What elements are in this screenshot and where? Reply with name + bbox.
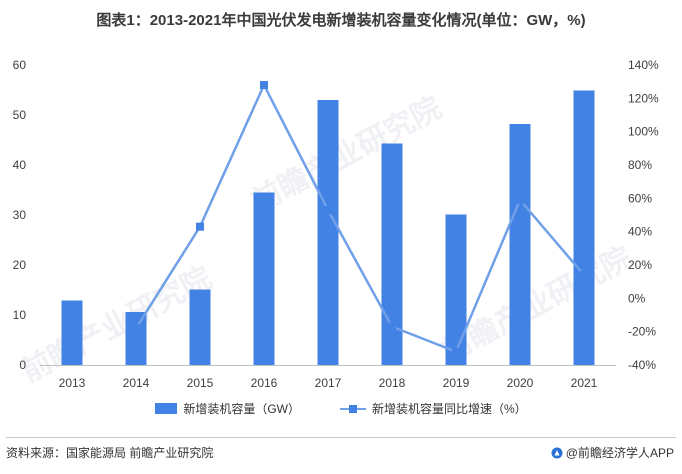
y-right-tick-140pct: 140% [628, 58, 659, 72]
x-tick-2020: 2020 [507, 376, 534, 390]
legend-bar-label: 新增装机容量（GW） [183, 402, 300, 416]
growth-marker-2021 [580, 271, 588, 279]
brand: @前瞻经济学人APP [551, 444, 674, 461]
y-left-tick-30: 30 [13, 208, 27, 222]
x-tick-2018: 2018 [379, 376, 406, 390]
y-right-tick-120pct: 120% [628, 91, 659, 105]
legend: 新增装机容量（GW） 新增装机容量同比增速（%） [0, 400, 682, 417]
footer-divider [6, 437, 676, 438]
y-left-tick-0: 0 [19, 358, 26, 372]
y-left-tick-40: 40 [13, 158, 27, 172]
y-right-tick--20pct: -20% [628, 325, 656, 339]
bar-2016 [253, 192, 275, 365]
legend-bar-swatch [155, 403, 178, 414]
legend-line-swatch [340, 403, 366, 415]
growth-marker-2016 [260, 81, 268, 89]
bar-series [61, 90, 595, 365]
brand-text: @前瞻经济学人APP [565, 446, 674, 460]
growth-marker-2019 [452, 347, 460, 356]
bar-2014 [125, 312, 147, 365]
y-right-tick-40pct: 40% [628, 225, 652, 239]
bar-2021 [573, 90, 595, 365]
line-series [132, 81, 588, 356]
bar-2013 [61, 300, 83, 365]
y-right-tick-0pct: 0% [628, 291, 646, 305]
chart-title: 图表1：2013-2021年中国光伏发电新增装机容量变化情况(单位：GW，%) [96, 12, 586, 29]
y-right-tick-100pct: 100% [628, 125, 659, 139]
x-tick-2017: 2017 [315, 376, 342, 390]
x-tick-2016: 2016 [251, 376, 278, 390]
growth-marker-2020 [516, 196, 524, 204]
x-tick-2019: 2019 [443, 376, 470, 390]
y-left-tick-50: 50 [13, 108, 27, 122]
growth-marker-2015 [196, 222, 204, 231]
x-tick-2015: 2015 [187, 376, 214, 390]
y-right-tick-80pct: 80% [628, 158, 652, 172]
source-text: 资料来源：国家能源局 前瞻产业研究院 [6, 446, 214, 460]
growth-marker-2017 [324, 206, 332, 214]
y-right-tick--40pct: -40% [628, 358, 656, 372]
legend-item-bar: 新增装机容量（GW） [155, 400, 300, 417]
x-tick-2021: 2021 [571, 376, 598, 390]
legend-item-line: 新增装机容量同比增速（%） [340, 400, 527, 417]
bar-2019 [445, 214, 467, 365]
x-tick-2013: 2013 [59, 376, 86, 390]
y-left-tick-20: 20 [13, 258, 27, 272]
y-left-tick-10: 10 [13, 308, 27, 322]
y-left-tick-60: 60 [13, 58, 27, 72]
chart-svg: 2013 2014 2015 2016 2017 2018 2019 2020 2021 0 10… [13, 58, 659, 390]
brand-logo-icon [551, 447, 563, 458]
legend-line-label: 新增装机容量同比增速（%） [372, 402, 527, 416]
x-tick-2014: 2014 [123, 376, 150, 390]
x-tick-labels: 2013 2014 2015 2016 2017 2018 2019 2020 2021 [59, 376, 598, 390]
y-right-tick-60pct: 60% [628, 191, 652, 205]
bar-2020 [509, 124, 531, 365]
y-right-tick-20pct: 20% [628, 258, 652, 272]
bar-2017 [317, 100, 339, 365]
y-left-tick-labels: 0 10 20 30 40 50 60 [13, 58, 27, 372]
y-right-tick-labels: -40% -20% 0% 20% 40% 60% 80% 100% 120% 140% [628, 58, 659, 372]
bar-2015 [189, 289, 211, 365]
growth-marker-2014 [132, 324, 140, 333]
growth-line [134, 82, 585, 354]
growth-marker-2018 [388, 322, 396, 331]
bar-2018 [381, 143, 403, 365]
